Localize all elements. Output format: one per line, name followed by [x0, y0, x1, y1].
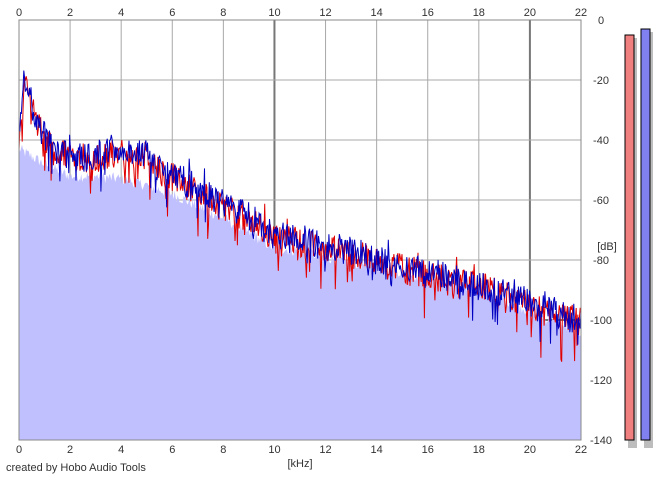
y-tick-labels: 0 -20 -40 -60 -80 -100 -120 -140 — [590, 15, 612, 447]
credit-text: created by Hobo Audio Tools — [6, 462, 146, 474]
x-tick-label-bottom: 18 — [473, 444, 485, 456]
x-tick-label-bottom: 12 — [319, 444, 331, 456]
x-tick-label-bottom: 2 — [67, 444, 73, 456]
x-tick-label-top: 12 — [319, 7, 331, 19]
x-tick-label-top: 4 — [118, 7, 124, 19]
y-tick-label: -120 — [590, 375, 612, 387]
spectrum-fill-area — [19, 144, 581, 441]
x-tick-label-top: 18 — [473, 7, 485, 19]
y-tick-label: -20 — [593, 75, 609, 87]
y-tick-label: -40 — [593, 135, 609, 147]
y-tick-label: 0 — [598, 15, 604, 27]
x-tick-label-top: 2 — [67, 7, 73, 19]
level-meters — [624, 28, 653, 448]
y-tick-label: -60 — [593, 195, 609, 207]
x-axis-label: [kHz] — [287, 458, 312, 470]
x-tick-label-bottom: 16 — [422, 444, 434, 456]
y-tick-label: -80 — [593, 255, 609, 267]
x-tick-label-top: 20 — [524, 7, 536, 19]
x-tick-label-top: 10 — [268, 7, 280, 19]
x-tick-labels-bottom: 0 2 4 6 8 10 12 14 16 18 20 22 — [16, 444, 587, 456]
x-tick-label-bottom: 4 — [118, 444, 124, 456]
x-tick-label-bottom: 6 — [169, 444, 175, 456]
y-tick-label: -100 — [590, 315, 612, 327]
y-tick-label: -140 — [590, 435, 612, 447]
x-tick-label-bottom: 8 — [220, 444, 226, 456]
blue-level-meter — [640, 28, 651, 441]
red-level-meter — [624, 34, 635, 441]
x-tick-label-top: 8 — [220, 7, 226, 19]
x-tick-label-top: 6 — [169, 7, 175, 19]
x-tick-label-bottom: 0 — [16, 444, 22, 456]
plot-frame — [18, 19, 582, 441]
x-tick-label-top: 22 — [575, 7, 587, 19]
x-tick-label-bottom: 10 — [268, 444, 280, 456]
y-axis-label: [dB] — [597, 241, 617, 253]
x-tick-label-bottom: 22 — [575, 444, 587, 456]
x-tick-label-bottom: 20 — [524, 444, 536, 456]
x-tick-labels-top: 0 2 4 6 8 10 12 14 16 18 20 22 — [16, 7, 587, 19]
x-tick-label-top: 14 — [371, 7, 383, 19]
x-tick-label-top: 16 — [422, 7, 434, 19]
blue-series-line — [18, 70, 582, 345]
x-tick-label-top: 0 — [16, 7, 22, 19]
x-tick-label-bottom: 14 — [371, 444, 383, 456]
